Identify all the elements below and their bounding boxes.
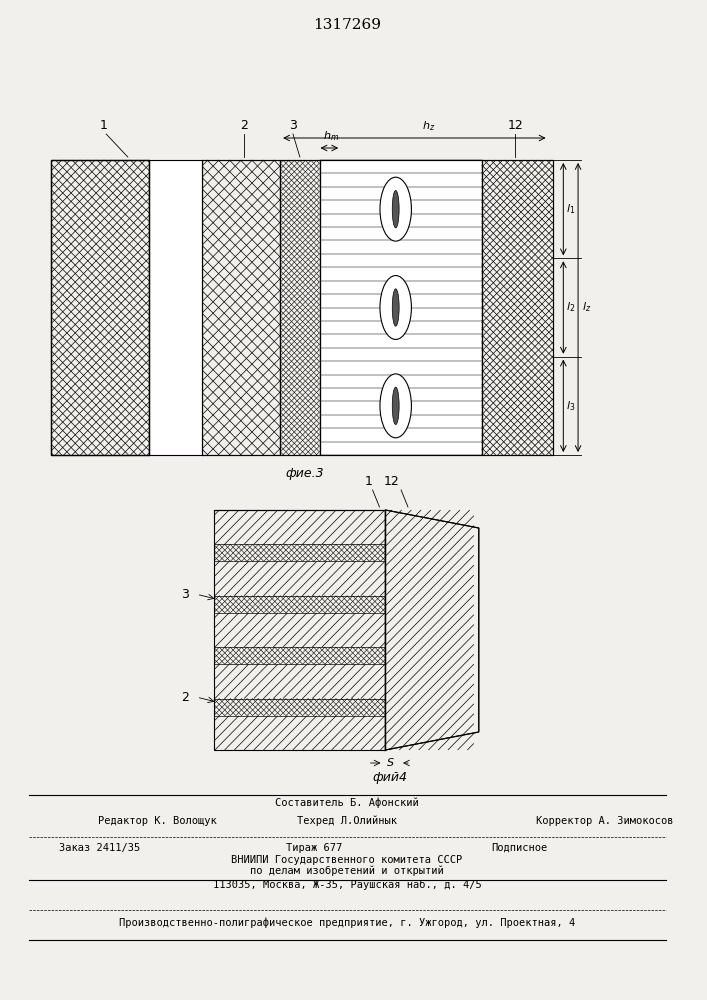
Bar <box>320 160 481 455</box>
Bar <box>320 160 481 455</box>
Text: Тираж 677: Тираж 677 <box>286 843 343 853</box>
Bar <box>51 160 149 455</box>
Text: 1317269: 1317269 <box>313 18 381 32</box>
Text: Заказ 2411/35: Заказ 2411/35 <box>59 843 140 853</box>
Bar <box>214 699 385 716</box>
Bar <box>280 160 320 455</box>
Text: Производственно-полиграфическое предприятие, г. Ужгород, ул. Проектная, 4: Производственно-полиграфическое предприя… <box>119 918 575 928</box>
Text: 1: 1 <box>99 119 107 132</box>
Text: 2: 2 <box>181 691 189 704</box>
Text: $l_3$: $l_3$ <box>566 399 575 413</box>
Bar <box>51 160 149 455</box>
Text: 1: 1 <box>365 475 373 488</box>
Text: 12: 12 <box>383 475 399 488</box>
Text: 12: 12 <box>507 119 523 132</box>
Bar <box>481 160 554 455</box>
Text: Составитель Б. Афонский: Составитель Б. Афонский <box>275 798 419 808</box>
Ellipse shape <box>392 387 399 425</box>
Ellipse shape <box>392 190 399 228</box>
Text: $l_2$: $l_2$ <box>566 301 575 314</box>
Text: фий4: фий4 <box>373 772 408 784</box>
Ellipse shape <box>392 289 399 326</box>
Text: $h_m$: $h_m$ <box>323 129 339 143</box>
Text: ВНИИПИ Государственного комитета СССР: ВНИИПИ Государственного комитета СССР <box>231 855 462 865</box>
Bar <box>214 647 385 664</box>
Bar <box>214 561 385 596</box>
Text: 113035, Москва, Ж-35, Раушская наб., д. 4/5: 113035, Москва, Ж-35, Раушская наб., д. … <box>213 880 481 890</box>
Bar <box>201 160 280 455</box>
Bar <box>214 596 385 613</box>
Bar <box>214 716 385 750</box>
Text: $l_1$: $l_1$ <box>566 202 575 216</box>
Ellipse shape <box>380 177 411 241</box>
Bar <box>214 613 385 647</box>
Polygon shape <box>385 510 479 750</box>
Bar <box>214 544 385 561</box>
Text: 3: 3 <box>181 588 189 601</box>
Text: Корректор А. Зимокосов: Корректор А. Зимокосов <box>536 816 673 826</box>
Text: $l_z$: $l_z$ <box>582 301 591 314</box>
Bar <box>280 160 320 455</box>
Bar <box>214 510 385 544</box>
Bar <box>149 160 201 455</box>
Ellipse shape <box>380 374 411 438</box>
Text: Подписное: Подписное <box>491 843 548 853</box>
Text: 2: 2 <box>240 119 247 132</box>
Bar <box>481 160 554 455</box>
Text: Техред Л.Олийнык: Техред Л.Олийнык <box>297 816 397 826</box>
Bar <box>214 664 385 699</box>
Bar <box>214 510 385 750</box>
Bar <box>201 160 280 455</box>
Text: фие.3: фие.3 <box>286 466 324 480</box>
Text: Редактор К. Волощук: Редактор К. Волощук <box>98 816 217 826</box>
Ellipse shape <box>380 276 411 339</box>
Text: S: S <box>387 758 394 768</box>
Text: $h_z$: $h_z$ <box>423 119 436 133</box>
Text: 3: 3 <box>289 119 297 132</box>
Text: по делам изобретений и открытий: по делам изобретений и открытий <box>250 866 444 876</box>
